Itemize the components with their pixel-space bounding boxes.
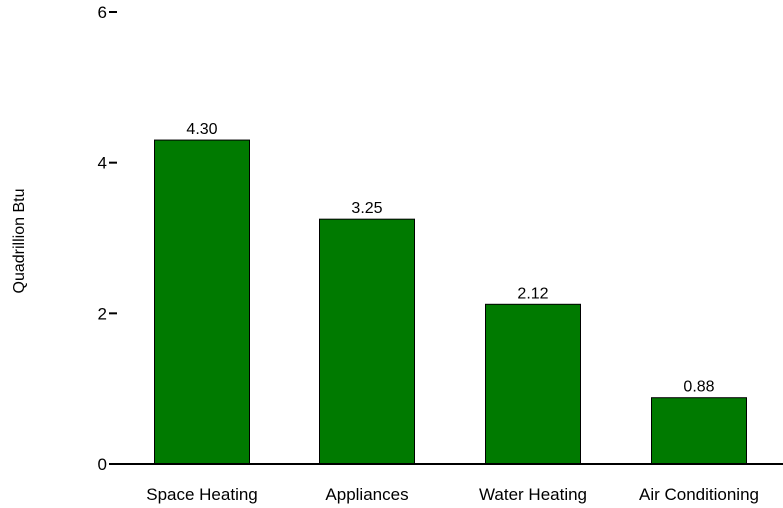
bar-space-heating [154,139,250,465]
x-axis: Space Heating Appliances Water Heating Air … [117,463,783,504]
value-labels: 4.30 3.25 2.12 0.88 [186,121,714,396]
x-category-label: Air Conditioning [639,485,759,504]
value-label: 4.30 [186,121,217,138]
y-tick-label: 4 [98,154,107,173]
bars [154,139,747,465]
y-tick-label: 6 [98,3,107,22]
value-label: 0.88 [683,379,714,396]
value-label: 2.12 [517,285,548,302]
y-tick-label: 2 [98,304,107,323]
x-category-label: Water Heating [479,485,587,504]
y-tick-label: 0 [98,455,107,474]
x-category-label: Space Heating [146,485,258,504]
bar-water-heating [485,303,581,465]
bar-appliances [319,218,415,465]
x-category-label: Appliances [325,485,408,504]
bar-air-conditioning [651,397,747,465]
y-axis-title: Quadrillion Btu [11,189,28,294]
y-axis: 0 2 4 6 [98,3,117,474]
value-label: 3.25 [351,200,382,217]
